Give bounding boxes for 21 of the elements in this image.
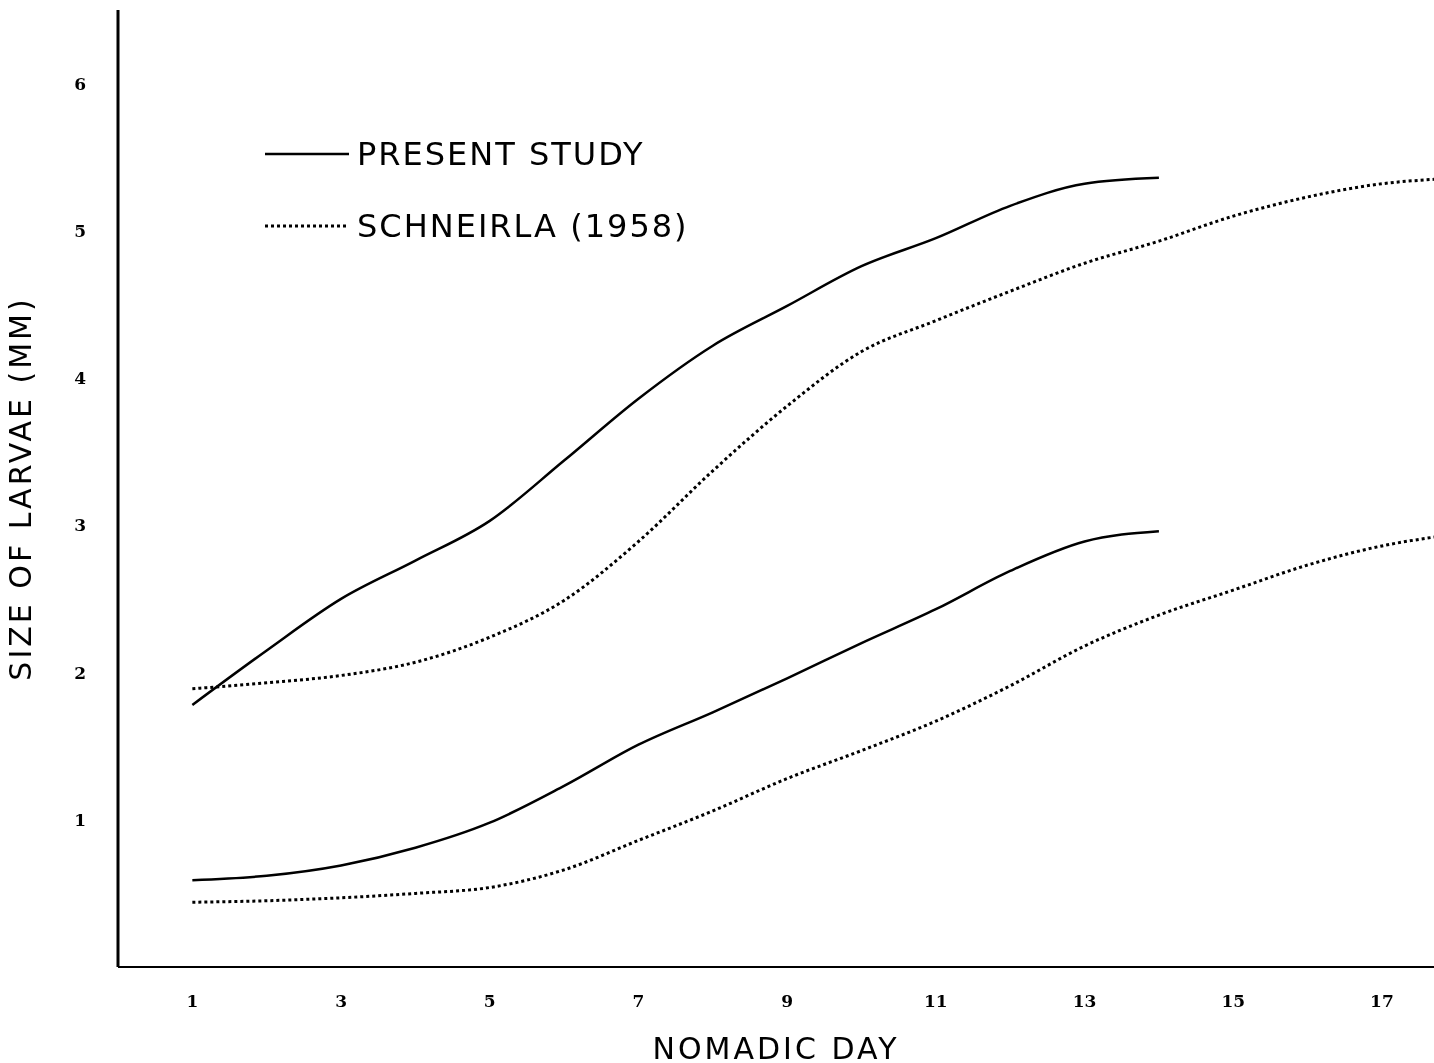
y-tick-label: 3	[74, 515, 86, 536]
x-tick-label: 9	[781, 991, 794, 1012]
x-tick-label: 5	[483, 991, 496, 1012]
x-tick-label: 3	[335, 991, 347, 1012]
x-tick-label: 13	[1072, 991, 1097, 1012]
legend-label: PRESENT STUDY	[357, 135, 645, 173]
y-tick-label: 5	[74, 220, 86, 241]
y-tick-label: 2	[74, 662, 86, 683]
y-tick-label: 6	[74, 73, 86, 94]
x-tick-label: 17	[1370, 991, 1394, 1012]
y-tick-label: 4	[74, 368, 87, 389]
line-series	[191, 529, 1161, 882]
y-axis-title: SIZE OF LARVAE (MM)	[2, 296, 38, 681]
y-tick-label: 1	[74, 809, 86, 830]
x-tick-label: 7	[632, 991, 645, 1012]
line-series	[190, 535, 1434, 904]
x-axis-title: NOMADIC DAY	[652, 1031, 900, 1063]
legend-label: SCHNEIRLA (1958)	[357, 207, 689, 245]
x-tick-label: 11	[924, 991, 948, 1012]
x-tick-label: 15	[1221, 991, 1246, 1012]
x-tick-label: 1	[186, 991, 199, 1012]
